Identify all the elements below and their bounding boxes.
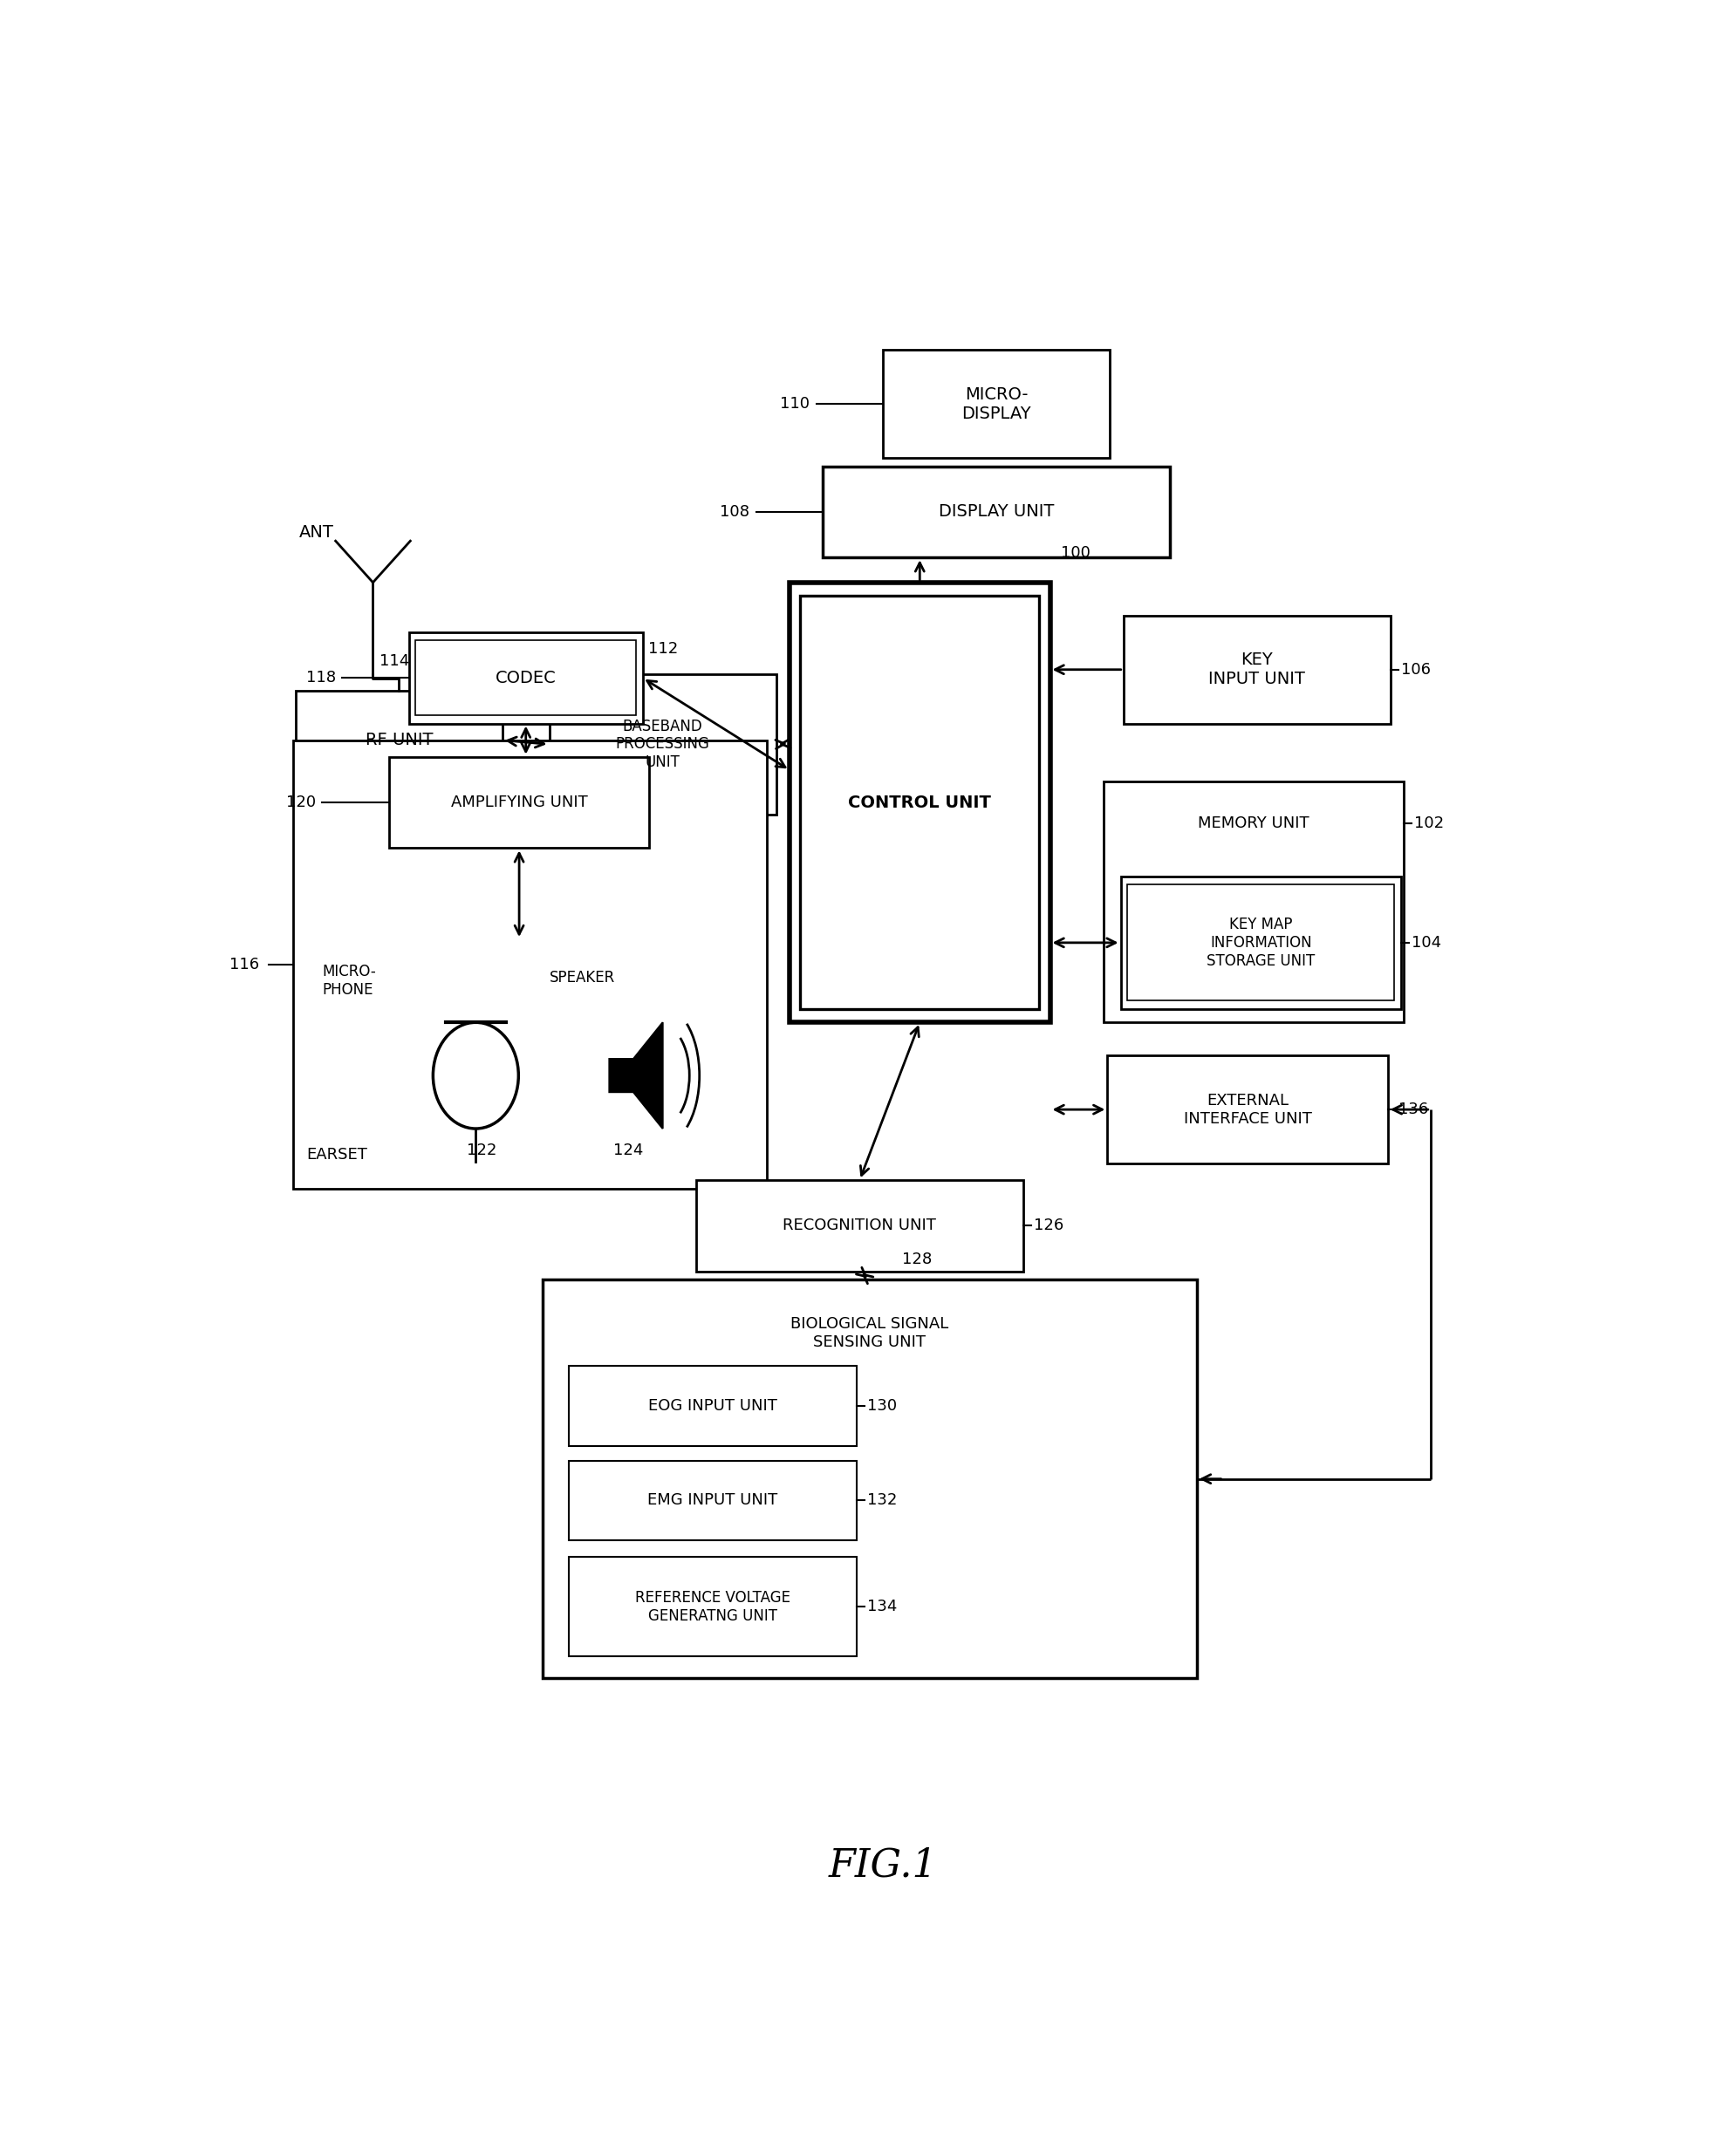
FancyBboxPatch shape bbox=[408, 632, 643, 724]
FancyBboxPatch shape bbox=[1120, 875, 1401, 1009]
Text: BIOLOGICAL SIGNAL
SENSING UNIT: BIOLOGICAL SIGNAL SENSING UNIT bbox=[791, 1315, 949, 1350]
Text: CONTROL UNIT: CONTROL UNIT bbox=[848, 793, 991, 811]
FancyBboxPatch shape bbox=[789, 582, 1049, 1022]
FancyBboxPatch shape bbox=[569, 1367, 856, 1447]
FancyBboxPatch shape bbox=[884, 349, 1110, 457]
Text: KEY MAP
INFORMATION
STORAGE UNIT: KEY MAP INFORMATION STORAGE UNIT bbox=[1206, 916, 1315, 968]
Text: SPEAKER: SPEAKER bbox=[550, 970, 615, 985]
Text: 132: 132 bbox=[867, 1492, 898, 1509]
FancyBboxPatch shape bbox=[799, 595, 1039, 1009]
Text: EXTERNAL
INTERFACE UNIT: EXTERNAL INTERFACE UNIT bbox=[1184, 1093, 1311, 1125]
Text: MICRO-
PHONE: MICRO- PHONE bbox=[322, 964, 376, 998]
Text: 112: 112 bbox=[648, 640, 677, 658]
FancyBboxPatch shape bbox=[1108, 1056, 1387, 1164]
Text: REFERENCE VOLTAGE
GENERATNG UNIT: REFERENCE VOLTAGE GENERATNG UNIT bbox=[636, 1589, 791, 1623]
Text: EARSET: EARSET bbox=[307, 1147, 367, 1162]
Text: MEMORY UNIT: MEMORY UNIT bbox=[1197, 815, 1309, 830]
Polygon shape bbox=[610, 1022, 663, 1128]
FancyBboxPatch shape bbox=[1123, 617, 1390, 724]
Text: 130: 130 bbox=[867, 1397, 896, 1414]
Text: 134: 134 bbox=[867, 1600, 898, 1615]
Text: RECOGNITION UNIT: RECOGNITION UNIT bbox=[782, 1218, 936, 1233]
Text: CODEC: CODEC bbox=[496, 671, 557, 686]
FancyBboxPatch shape bbox=[543, 1281, 1197, 1677]
Text: FIG.1: FIG.1 bbox=[829, 1848, 937, 1884]
FancyBboxPatch shape bbox=[389, 757, 650, 847]
Text: BASEBAND
PROCESSING
UNIT: BASEBAND PROCESSING UNIT bbox=[615, 718, 710, 770]
Text: MICRO-
DISPLAY: MICRO- DISPLAY bbox=[961, 386, 1032, 423]
FancyBboxPatch shape bbox=[569, 1557, 856, 1656]
Text: KEY
INPUT UNIT: KEY INPUT UNIT bbox=[1208, 651, 1306, 688]
FancyBboxPatch shape bbox=[696, 1179, 1023, 1272]
Text: 136: 136 bbox=[1399, 1102, 1428, 1117]
Text: 122: 122 bbox=[467, 1143, 496, 1158]
FancyBboxPatch shape bbox=[550, 673, 777, 815]
Text: 124: 124 bbox=[613, 1143, 643, 1158]
Text: 100: 100 bbox=[1061, 545, 1091, 561]
Text: 104: 104 bbox=[1411, 936, 1442, 951]
FancyBboxPatch shape bbox=[824, 466, 1170, 558]
Text: 114: 114 bbox=[379, 653, 410, 668]
FancyBboxPatch shape bbox=[296, 690, 503, 789]
Text: 108: 108 bbox=[720, 505, 750, 520]
Text: AMPLIFYING UNIT: AMPLIFYING UNIT bbox=[451, 796, 588, 811]
Text: 110: 110 bbox=[781, 397, 810, 412]
Text: 128: 128 bbox=[903, 1253, 932, 1268]
Text: 116: 116 bbox=[229, 957, 260, 972]
FancyBboxPatch shape bbox=[415, 640, 636, 716]
Text: 106: 106 bbox=[1401, 662, 1430, 677]
Text: 118: 118 bbox=[305, 671, 336, 686]
FancyBboxPatch shape bbox=[293, 740, 767, 1188]
Text: 102: 102 bbox=[1415, 815, 1444, 830]
FancyBboxPatch shape bbox=[569, 1460, 856, 1539]
FancyBboxPatch shape bbox=[1103, 783, 1404, 1022]
FancyBboxPatch shape bbox=[1127, 884, 1394, 1000]
Text: DISPLAY UNIT: DISPLAY UNIT bbox=[939, 505, 1054, 520]
Text: EMG INPUT UNIT: EMG INPUT UNIT bbox=[648, 1492, 777, 1509]
Text: 126: 126 bbox=[1034, 1218, 1063, 1233]
Text: 120: 120 bbox=[286, 796, 315, 811]
Text: RF UNIT: RF UNIT bbox=[365, 731, 432, 748]
Text: ANT: ANT bbox=[300, 524, 334, 541]
Text: EOG INPUT UNIT: EOG INPUT UNIT bbox=[648, 1397, 777, 1414]
